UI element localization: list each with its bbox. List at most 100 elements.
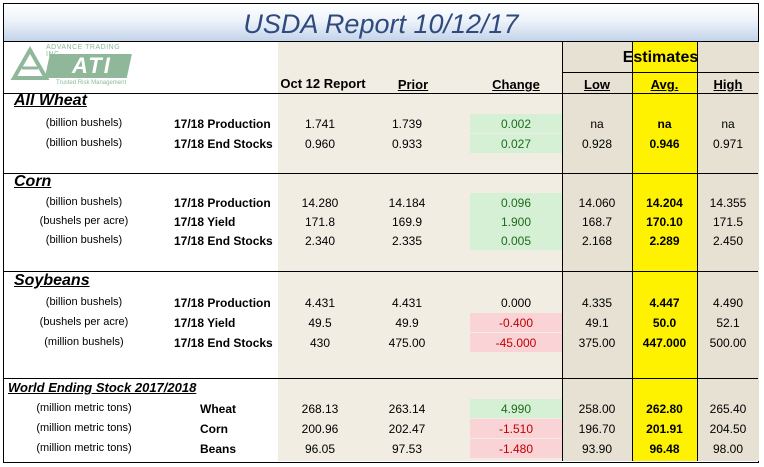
col-header-high: High: [713, 77, 743, 92]
ati-logo-mark-icon: [10, 45, 132, 80]
cell-report: 430: [309, 336, 331, 350]
cell-low: 93.90: [581, 442, 613, 456]
cell-change: 1.900: [500, 215, 532, 229]
cell-low: 196.70: [578, 422, 616, 436]
cell-high: 98.00: [712, 442, 744, 456]
section-title-wheat: All Wheat: [14, 92, 87, 109]
cell-change: 0.005: [500, 234, 532, 248]
cell-high: na: [721, 117, 735, 131]
cell-avg: 2.289: [649, 234, 680, 248]
table-row: (bushels per acre) 17/18 Yield 49.5 49.9…: [4, 314, 758, 333]
table-row: (billion bushels) 17/18 End Stocks 2.340…: [4, 232, 758, 251]
cell-prior: 169.9: [391, 215, 423, 229]
col-header-avg: Avg.: [650, 77, 679, 92]
cell-low: 2.168: [581, 234, 613, 248]
table-row: (billion bushels) 17/18 End Stocks 0.960…: [4, 135, 758, 154]
cell-prior: 14.184: [388, 196, 426, 210]
cell-prior: 97.53: [391, 442, 423, 456]
section-title-corn: Corn: [14, 173, 52, 190]
cell-low: 49.1: [585, 316, 609, 330]
row-item: 17/18 Production: [174, 117, 271, 131]
cell-prior: 263.14: [388, 402, 426, 416]
cell-change: -45.000: [495, 336, 537, 350]
cell-report: 14.280: [301, 196, 339, 210]
cell-report: 49.5: [308, 316, 332, 330]
row-item: Corn: [200, 422, 228, 436]
row-item: 17/18 Yield: [174, 215, 236, 229]
cell-avg: 262.80: [646, 402, 683, 416]
change-fill-negative: [470, 313, 562, 332]
table-row: (billion bushels) 17/18 Production 14.28…: [4, 194, 758, 213]
cell-low: 0.928: [581, 137, 613, 151]
change-fill-positive: [470, 193, 562, 212]
row-item: 17/18 End Stocks: [174, 137, 273, 151]
cell-report: 2.340: [304, 234, 336, 248]
cell-avg: 14.204: [646, 196, 683, 210]
row-unit: (billion bushels): [45, 117, 123, 129]
change-fill-positive: [470, 134, 562, 153]
cell-low: na: [590, 117, 604, 131]
cell-avg: 4.447: [649, 296, 680, 310]
cell-avg: 201.91: [646, 422, 683, 436]
table-row: (million metric tons) Wheat 268.13 263.1…: [4, 400, 758, 419]
title-banner: USDA Report 10/12/17: [4, 4, 758, 42]
row-unit: (billion bushels): [45, 137, 123, 149]
cell-change: 4.990: [500, 402, 532, 416]
cell-low: 14.060: [578, 196, 616, 210]
divider: [4, 173, 758, 174]
row-item: Beans: [200, 442, 237, 456]
table-row: (billion bushels) 17/18 Production 4.431…: [4, 294, 758, 313]
cell-avg: 170.10: [646, 215, 683, 229]
cell-high: 14.355: [709, 196, 747, 210]
row-unit: (million metric tons): [36, 442, 132, 454]
cell-prior: 49.9: [395, 316, 419, 330]
change-fill-positive: [470, 399, 562, 418]
cell-report: 171.8: [304, 215, 336, 229]
row-unit: (million metric tons): [36, 402, 132, 414]
cell-high: 52.1: [716, 316, 740, 330]
cell-report: 0.960: [304, 137, 336, 151]
cell-high: 4.490: [712, 296, 744, 310]
cell-report: 1.741: [304, 117, 336, 131]
cell-prior: 4.431: [391, 296, 423, 310]
cell-change: -1.510: [498, 422, 534, 436]
table-row: (bushels per acre) 17/18 Yield 171.8 169…: [4, 213, 758, 232]
cell-high: 204.50: [709, 422, 747, 436]
report-columns-shade: [278, 42, 562, 461]
row-item: Wheat: [200, 402, 236, 416]
cell-high: 2.450: [712, 234, 744, 248]
report-title: USDA Report 10/12/17: [243, 9, 519, 39]
row-item: 17/18 End Stocks: [174, 234, 273, 248]
cell-prior: 0.933: [391, 137, 423, 151]
cell-avg: na: [657, 117, 672, 131]
col-header-low: Low: [584, 77, 610, 92]
col-header-prior: Prior: [397, 77, 429, 92]
cell-change: 0.096: [500, 196, 532, 210]
row-unit: (bushels per acre): [39, 316, 129, 328]
col-header-change: Change: [492, 77, 540, 92]
cell-report: 268.13: [301, 402, 339, 416]
divider: [4, 378, 758, 379]
change-fill-positive: [470, 114, 562, 133]
table-row: (million bushels) 17/18 End Stocks 430 4…: [4, 334, 758, 353]
logo-tagline: Trusted Risk Management: [56, 80, 127, 86]
change-fill-positive: [470, 212, 562, 231]
row-unit: (million bushels): [44, 336, 124, 348]
divider: [4, 271, 758, 272]
cell-avg: 96.48: [649, 442, 680, 456]
change-fill-positive: [470, 231, 562, 250]
table-row: (million metric tons) Corn 200.96 202.47…: [4, 420, 758, 439]
cell-change: 0.000: [500, 296, 532, 310]
cell-change: 0.002: [500, 117, 532, 131]
cell-prior: 1.739: [391, 117, 423, 131]
table-row: (million metric tons) Beans 96.05 97.53 …: [4, 440, 758, 459]
section-title-world: World Ending Stock 2017/2018: [8, 380, 197, 395]
estimates-header: Estimates: [622, 49, 699, 66]
cell-high: 171.5: [712, 215, 744, 229]
divider: [4, 93, 758, 94]
col-header-report: Oct 12 Report: [280, 76, 366, 91]
avg-border-left: [632, 42, 633, 461]
cell-change: -1.480: [498, 442, 534, 456]
change-fill-negative: [470, 333, 562, 352]
cell-report: 4.431: [304, 296, 336, 310]
